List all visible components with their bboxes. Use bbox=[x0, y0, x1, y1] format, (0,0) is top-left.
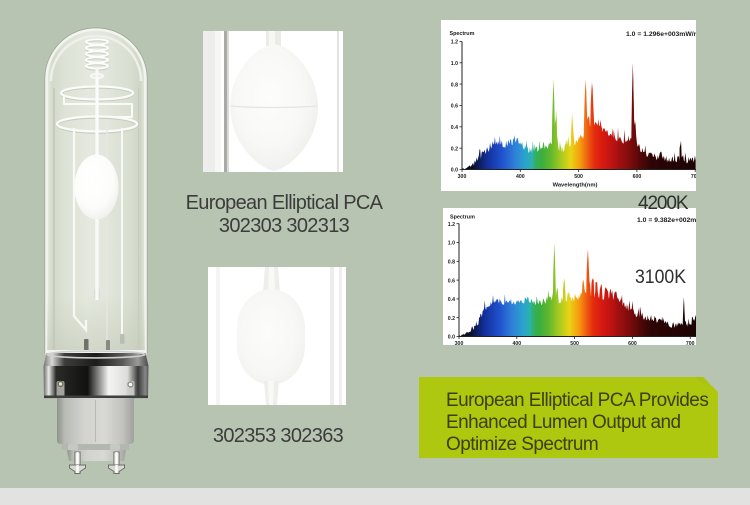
svg-text:300: 300 bbox=[455, 341, 464, 345]
svg-text:Wavelength(nm): Wavelength(nm) bbox=[553, 183, 598, 189]
svg-text:0.2: 0.2 bbox=[448, 316, 455, 322]
svg-text:0.6: 0.6 bbox=[451, 104, 458, 110]
svg-text:500: 500 bbox=[570, 341, 579, 345]
svg-text:700: 700 bbox=[686, 341, 695, 345]
svg-text:400: 400 bbox=[516, 174, 525, 180]
svg-text:Spectrum: Spectrum bbox=[450, 215, 475, 221]
svg-text:400: 400 bbox=[512, 341, 521, 345]
svg-text:600: 600 bbox=[628, 341, 637, 345]
svg-text:3100K: 3100K bbox=[635, 267, 686, 288]
svg-text:Spectrum: Spectrum bbox=[450, 31, 475, 37]
svg-text:0.0: 0.0 bbox=[451, 168, 458, 174]
svg-text:0.6: 0.6 bbox=[448, 278, 455, 284]
svg-text:0.0: 0.0 bbox=[448, 335, 455, 341]
svg-text:0.4: 0.4 bbox=[451, 125, 458, 131]
svg-text:0.8: 0.8 bbox=[451, 82, 458, 88]
svg-text:300: 300 bbox=[458, 174, 467, 180]
svg-text:1.2: 1.2 bbox=[451, 40, 458, 46]
svg-text:1.0 = 9.382e+002mW/nm: 1.0 = 9.382e+002mW/nm bbox=[637, 217, 696, 224]
svg-text:1.0 = 1.296e+003mW/nm: 1.0 = 1.296e+003mW/nm bbox=[626, 31, 696, 38]
svg-text:1.2: 1.2 bbox=[448, 222, 455, 228]
svg-text:0.4: 0.4 bbox=[448, 297, 455, 303]
svg-text:0.8: 0.8 bbox=[448, 260, 455, 266]
svg-text:600: 600 bbox=[633, 174, 642, 180]
svg-text:0.2: 0.2 bbox=[451, 146, 458, 152]
svg-text:700: 700 bbox=[691, 174, 696, 180]
svg-text:1.0: 1.0 bbox=[448, 241, 455, 247]
svg-text:1.0: 1.0 bbox=[451, 61, 458, 67]
svg-text:500: 500 bbox=[574, 174, 583, 180]
